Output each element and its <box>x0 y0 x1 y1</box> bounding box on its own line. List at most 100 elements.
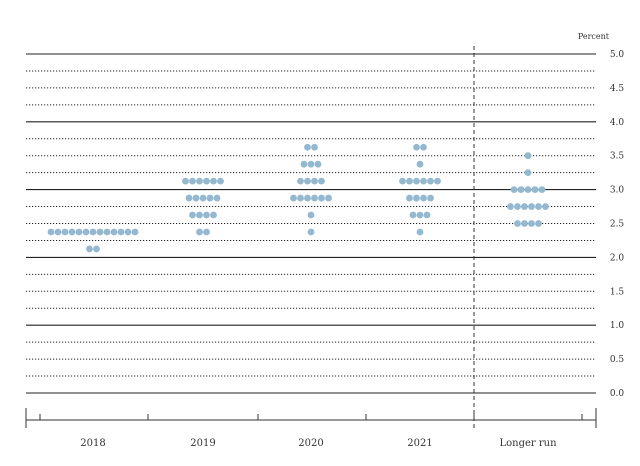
participant-dot <box>427 194 434 202</box>
participant-dot <box>409 211 417 219</box>
participant-dot <box>420 177 427 185</box>
participant-dot <box>538 186 546 194</box>
participant-dot <box>311 194 318 202</box>
x-category-label: 2020 <box>298 438 323 449</box>
participant-dot <box>416 211 424 219</box>
participant-dot <box>406 177 413 185</box>
y-tick-labels: 0.0 0.5 1.0 1.5 2.0 2.5 3.0 3.5 4.0 4.5 5.0 <box>610 50 625 399</box>
dots <box>47 143 549 253</box>
participant-dot <box>182 177 189 185</box>
participant-dot <box>524 186 532 194</box>
participant-dot <box>524 169 532 177</box>
participant-dot <box>131 228 139 236</box>
y-tick-label: 0.0 <box>610 389 625 399</box>
y-tick-label: 1.0 <box>610 321 625 331</box>
participant-dot <box>427 177 434 185</box>
y-tick-label: 0.5 <box>610 355 625 365</box>
participant-dot <box>82 228 90 236</box>
y-tick-label: 2.5 <box>610 220 625 230</box>
x-category-label: Longer run <box>499 438 557 449</box>
participant-dot <box>185 194 193 202</box>
participant-dot <box>47 228 55 236</box>
participant-dot <box>290 194 297 202</box>
participant-dot <box>297 177 304 185</box>
participant-dot <box>420 194 427 202</box>
participant-dot <box>297 194 304 202</box>
y-tick-label: 1.5 <box>610 287 625 297</box>
participant-dot <box>203 211 210 219</box>
participant-dot <box>314 160 322 168</box>
participant-dot <box>196 211 203 219</box>
participant-dot <box>304 194 311 202</box>
participant-dot <box>196 177 203 185</box>
participant-dot <box>531 186 539 194</box>
participant-dot <box>307 228 315 236</box>
participant-dot <box>416 228 424 236</box>
participant-dot <box>217 177 224 185</box>
participant-dot <box>535 203 542 210</box>
participant-dot <box>117 228 125 236</box>
participant-dot <box>54 228 62 236</box>
participant-dot <box>528 203 535 210</box>
gridlines <box>26 53 596 394</box>
participant-dot <box>399 177 406 185</box>
x-category-label: 2018 <box>80 438 105 449</box>
participant-dot <box>192 194 200 202</box>
x-category-label: 2019 <box>190 438 215 449</box>
participant-dot <box>535 220 542 227</box>
participant-dot <box>96 228 104 236</box>
participant-dot <box>318 194 325 202</box>
y-tick-label: 3.5 <box>610 152 625 162</box>
participant-dot <box>304 143 311 151</box>
participant-dot <box>210 211 217 219</box>
participant-dot <box>110 228 118 236</box>
y-tick-label: 4.5 <box>610 84 625 94</box>
participant-dot <box>300 160 308 168</box>
participant-dot <box>325 194 332 202</box>
participant-dot <box>307 160 315 168</box>
participant-dot <box>189 177 196 185</box>
participant-dot <box>61 228 69 236</box>
participant-dot <box>203 177 210 185</box>
x-category-label: 2021 <box>407 438 432 449</box>
y-tick-label: 5.0 <box>610 50 625 60</box>
participant-dot <box>521 203 528 210</box>
y-tick-label: 3.0 <box>610 186 625 196</box>
participant-dot <box>434 177 441 185</box>
x-axis <box>25 408 597 428</box>
participant-dot <box>213 194 221 202</box>
participant-dot <box>307 211 315 219</box>
participant-dot <box>311 177 318 185</box>
participant-dot <box>196 228 203 236</box>
participant-dot <box>514 220 521 227</box>
participant-dot <box>68 228 76 236</box>
y-tick-label: 2.0 <box>610 253 625 263</box>
participant-dot <box>521 220 528 227</box>
participant-dot <box>318 177 325 185</box>
participant-dot <box>514 203 521 210</box>
participant-dot <box>413 177 420 185</box>
participant-dot <box>413 194 420 202</box>
participant-dot <box>189 211 196 219</box>
participant-dot <box>93 245 100 253</box>
y-tick-label: 4.0 <box>610 118 625 128</box>
participant-dot <box>507 203 514 210</box>
x-category-labels: 2018 2019 2020 2021 Longer run <box>80 438 557 449</box>
participant-dot <box>199 194 207 202</box>
participant-dot <box>420 143 427 151</box>
participant-dot <box>304 177 311 185</box>
participant-dot <box>89 228 97 236</box>
participant-dot <box>206 194 214 202</box>
participant-dot <box>517 186 525 194</box>
participant-dot <box>413 143 420 151</box>
participant-dot <box>203 228 210 236</box>
participant-dot <box>423 211 431 219</box>
participant-dot <box>528 220 535 227</box>
participant-dot <box>75 228 83 236</box>
y-unit-label: Percent <box>578 32 610 41</box>
participant-dot <box>124 228 132 236</box>
participant-dot <box>406 194 413 202</box>
participant-dot <box>416 160 424 168</box>
participant-dot <box>103 228 111 236</box>
